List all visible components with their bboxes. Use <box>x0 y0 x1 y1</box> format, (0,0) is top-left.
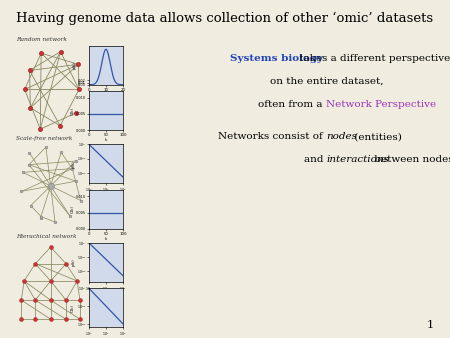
Text: Scale-free network: Scale-free network <box>16 136 72 141</box>
X-axis label: k: k <box>105 293 107 297</box>
X-axis label: k: k <box>105 138 107 142</box>
Text: Network Perspective: Network Perspective <box>326 100 436 109</box>
Text: Random network: Random network <box>16 37 67 42</box>
Text: (entities): (entities) <box>351 132 402 141</box>
X-axis label: k: k <box>105 237 107 241</box>
Text: Having genome data allows collection of other ‘omic’ datasets: Having genome data allows collection of … <box>17 12 433 25</box>
Text: interactions: interactions <box>326 155 389 164</box>
Text: between nodes: between nodes <box>371 155 450 164</box>
Text: on the entire dataset,: on the entire dataset, <box>270 77 383 86</box>
Text: nodes: nodes <box>326 132 357 141</box>
Y-axis label: p(k): p(k) <box>71 160 75 168</box>
X-axis label: k: k <box>105 195 107 199</box>
Text: 1: 1 <box>427 319 434 330</box>
Text: Networks consist of: Networks consist of <box>218 132 326 141</box>
Text: often from a: often from a <box>258 100 326 109</box>
Y-axis label: p(k): p(k) <box>71 259 75 266</box>
Text: Hierachical network: Hierachical network <box>16 234 76 239</box>
Y-axis label: C(k): C(k) <box>71 304 75 312</box>
Text: takes a different perspective: takes a different perspective <box>296 54 450 63</box>
Text: Systems biology: Systems biology <box>230 54 323 63</box>
Y-axis label: C(k): C(k) <box>70 205 74 213</box>
Text: and: and <box>303 155 326 164</box>
Y-axis label: p(k): p(k) <box>72 62 76 69</box>
Y-axis label: C(k): C(k) <box>70 107 74 115</box>
X-axis label: k: k <box>105 93 107 97</box>
